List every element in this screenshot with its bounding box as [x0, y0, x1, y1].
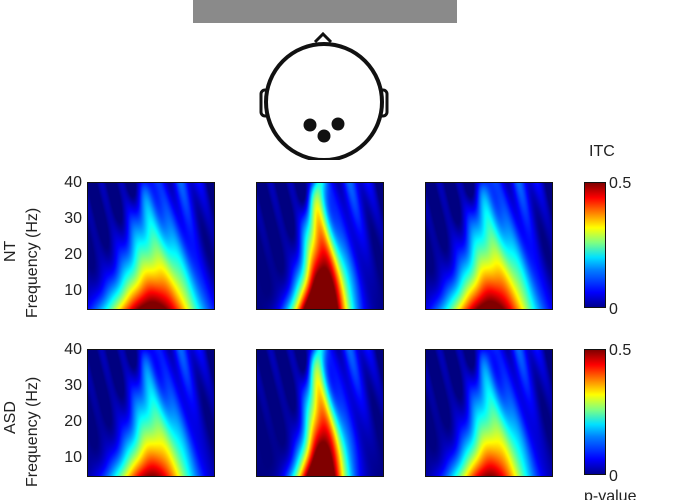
scalp-map-icon	[259, 31, 389, 160]
heatmap-nt-2	[256, 182, 384, 310]
gray-header-bar	[193, 0, 457, 23]
row-label-nt: NT	[2, 240, 19, 262]
y-tick-label: 40	[64, 341, 82, 358]
heatmap-canvas	[88, 350, 214, 476]
heatmap-canvas	[88, 183, 214, 309]
y-axis-label: Frequency (Hz)	[24, 376, 41, 487]
colorbar-title: p-value	[584, 488, 637, 500]
colorbar-min-tick: 0	[609, 468, 618, 485]
colorbar-min-tick: 0	[609, 301, 618, 318]
heatmap-canvas	[426, 350, 552, 476]
heatmap-asd-1	[87, 349, 215, 477]
y-tick-label: 30	[64, 377, 82, 394]
heatmap-canvas	[257, 183, 383, 309]
y-tick-label: 20	[64, 413, 82, 430]
y-axis-label: Frequency (Hz)	[24, 207, 41, 318]
y-tick-label: 20	[64, 246, 82, 263]
colorbar-title: ITC	[589, 143, 615, 160]
colorbar-asd	[584, 349, 606, 475]
colorbar-max-tick: 0.5	[609, 342, 632, 359]
heatmap-nt-1	[87, 182, 215, 310]
heatmap-canvas	[426, 183, 552, 309]
y-tick-label: 30	[64, 210, 82, 227]
heatmap-nt-3	[425, 182, 553, 310]
electrode-dot	[317, 129, 331, 143]
heatmap-asd-2	[256, 349, 384, 477]
electrode-dot	[331, 117, 345, 131]
y-tick-label: 10	[64, 282, 82, 299]
heatmap-asd-3	[425, 349, 553, 477]
colorbar-max-tick: 0.5	[609, 175, 632, 192]
heatmap-canvas	[257, 350, 383, 476]
row-label-asd: ASD	[2, 401, 19, 434]
colorbar-nt	[584, 182, 606, 308]
y-tick-label: 40	[64, 174, 82, 191]
electrode-dot	[303, 118, 317, 132]
y-tick-label: 10	[64, 449, 82, 466]
